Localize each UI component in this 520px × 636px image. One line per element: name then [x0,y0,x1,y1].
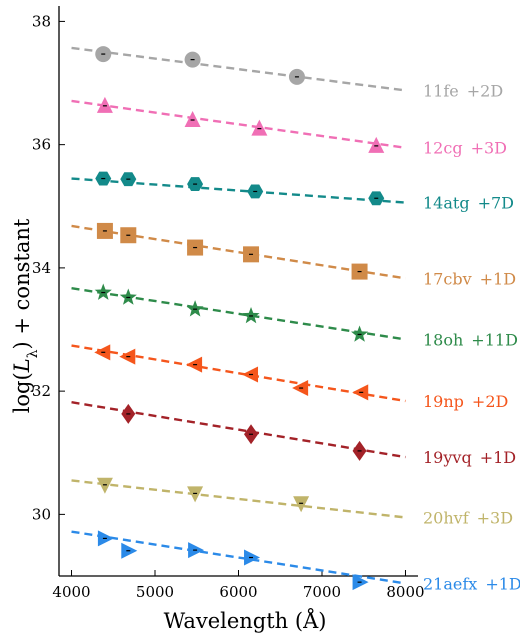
y-axis-label-symbol: L [10,358,34,373]
series-label-19yvq: 19yvq +1D [423,448,516,467]
fit-line-12cg [71,99,406,149]
data-points-layer [94,46,385,591]
series-offset-19yvq: +1D [480,448,516,467]
triangle-down-marker [187,486,204,503]
y-tick-label: 30 [32,505,51,523]
series-label-11fe: 11fe +2D [423,81,503,100]
y-axis-label-tail: ) + constant [10,218,34,349]
series-offset-19np: +2D [472,392,508,411]
series-offset-17cbv: +1D [480,269,516,288]
x-axis-label: Wavelength (Å) [164,608,327,633]
series-label-20hvf: 20hvf +3D [423,508,513,527]
x-tick-label: 4000 [52,583,90,601]
series-name-14atg: 14atg [423,194,470,213]
x-tick-label: 5000 [136,583,174,601]
triangle-down-marker [293,496,310,513]
star-marker [186,300,204,317]
triangle-up-marker [96,96,113,113]
series-offset-18oh: +11D [471,330,518,349]
fit-line-11fe [71,46,406,92]
y-axis-label-subscript: λ [25,349,41,358]
y-tick-label: 34 [32,259,51,277]
series-name-19np: 19np [423,392,464,411]
x-tick-label: 6000 [219,583,257,601]
ticks-layer: 4000 5000 6000 7000 8000 30 32 34 36 38 [32,12,425,601]
star-marker [94,283,112,300]
series-labels-layer: 11fe +2D 12cg +3D 14atg +7D 17cbv +1D 18oh +11D 19… [423,81,520,593]
y-tick-label: 38 [32,12,51,30]
y-axis-label-main: log( [10,372,34,413]
series-name-18oh: 18oh [423,330,463,349]
y-tick-label: 36 [32,136,51,154]
series-name-19yvq: 19yvq [423,448,472,467]
series-label-19np: 19np +2D [423,392,508,411]
series-offset-12cg: +3D [471,139,507,158]
series-label-18oh: 18oh +11D [423,330,518,349]
star-marker [350,325,369,342]
series-label-17cbv: 17cbv +1D [423,269,516,288]
x-tick-label: 8000 [386,583,424,601]
series-name-12cg: 12cg [423,139,463,158]
series-name-17cbv: 17cbv [423,269,472,288]
fit-line-21aefx [71,530,406,585]
y-axis-label: log(Lλ) + constant [10,218,41,413]
x-tick-label: 7000 [303,583,341,601]
triangle-up-marker [368,136,385,153]
triangle-up-marker [251,119,268,136]
series-label-12cg: 12cg +3D [423,139,507,158]
fit-line-20hvf [71,479,406,519]
star-marker [119,288,137,305]
series-offset-20hvf: +3D [477,508,513,527]
series-name-21aefx: 21aefx [423,574,477,593]
series-name-20hvf: 20hvf [423,508,470,527]
series-label-21aefx: 21aefx +1D [423,574,520,593]
series-offset-11fe: +2D [467,81,503,100]
star-marker [242,306,260,324]
triangle-up-marker [184,111,201,127]
y-tick-label: 32 [32,382,51,400]
series-name-11fe: 11fe [423,81,459,100]
series-offset-14atg: +7D [478,194,514,213]
series-label-14atg: 14atg +7D [423,194,514,213]
triangle-down-marker [96,477,113,494]
series-offset-21aefx: +1D [485,574,520,593]
